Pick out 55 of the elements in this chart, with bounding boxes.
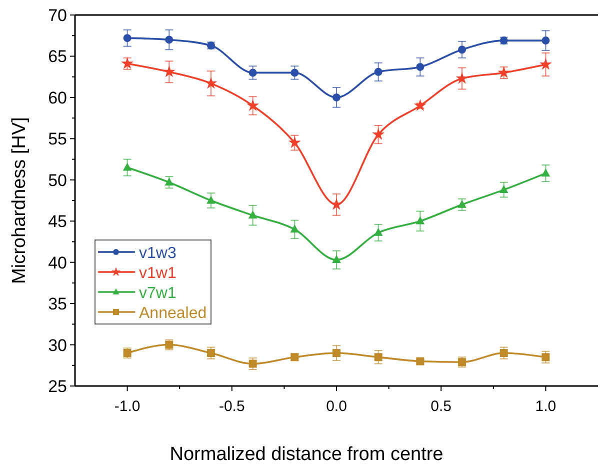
point [541, 168, 550, 176]
point [248, 210, 258, 219]
point [414, 99, 426, 111]
point [332, 255, 341, 264]
y-tick-label: 60 [48, 88, 67, 108]
point [164, 178, 174, 186]
point [290, 68, 299, 77]
point [332, 93, 340, 102]
y-tick-label: 30 [48, 336, 67, 355]
y-tick-label: 40 [48, 253, 67, 272]
point [123, 34, 132, 42]
x-tick-label: -1.0 [114, 398, 140, 415]
point [246, 99, 260, 111]
y-tick-label: 65 [48, 47, 67, 66]
point [500, 349, 508, 358]
point [416, 216, 425, 224]
x-tick-label: 0.0 [326, 398, 347, 415]
legend-label: Annealed [139, 305, 207, 322]
y-tick-label: 45 [48, 212, 67, 232]
y-tick-label: 50 [48, 170, 67, 190]
point [539, 58, 552, 70]
point [372, 128, 385, 140]
point [542, 353, 550, 362]
legend-label: v1w3 [139, 245, 176, 262]
point [458, 200, 466, 208]
point [206, 196, 216, 204]
x-tick-label: -0.5 [218, 398, 245, 415]
point [499, 184, 508, 193]
legend-label: v1w1 [139, 265, 176, 282]
y-axis-title: Microhardness [HV] [9, 117, 30, 284]
point [248, 68, 257, 77]
y-tick-label: 35 [48, 294, 67, 314]
point [162, 65, 176, 78]
y-tick-label: 55 [48, 130, 67, 149]
point [248, 360, 257, 368]
legend-label: v7w1 [139, 285, 176, 302]
point [288, 136, 301, 148]
y-tick-label: 25 [48, 377, 67, 396]
point [416, 357, 424, 366]
y-tick-label: 70 [48, 6, 67, 25]
point [458, 46, 466, 54]
x-tick-label: 1.0 [535, 398, 556, 415]
point [204, 76, 218, 89]
x-axis-title: Normalized distance from centre [170, 444, 444, 465]
point [330, 198, 343, 210]
point [332, 349, 340, 358]
point [206, 349, 215, 358]
point [374, 353, 382, 362]
point [374, 228, 383, 236]
point [416, 62, 424, 71]
point [122, 162, 132, 171]
point [374, 68, 382, 76]
x-tick-label: 0.5 [430, 398, 452, 415]
point [165, 36, 174, 44]
point [542, 36, 550, 45]
